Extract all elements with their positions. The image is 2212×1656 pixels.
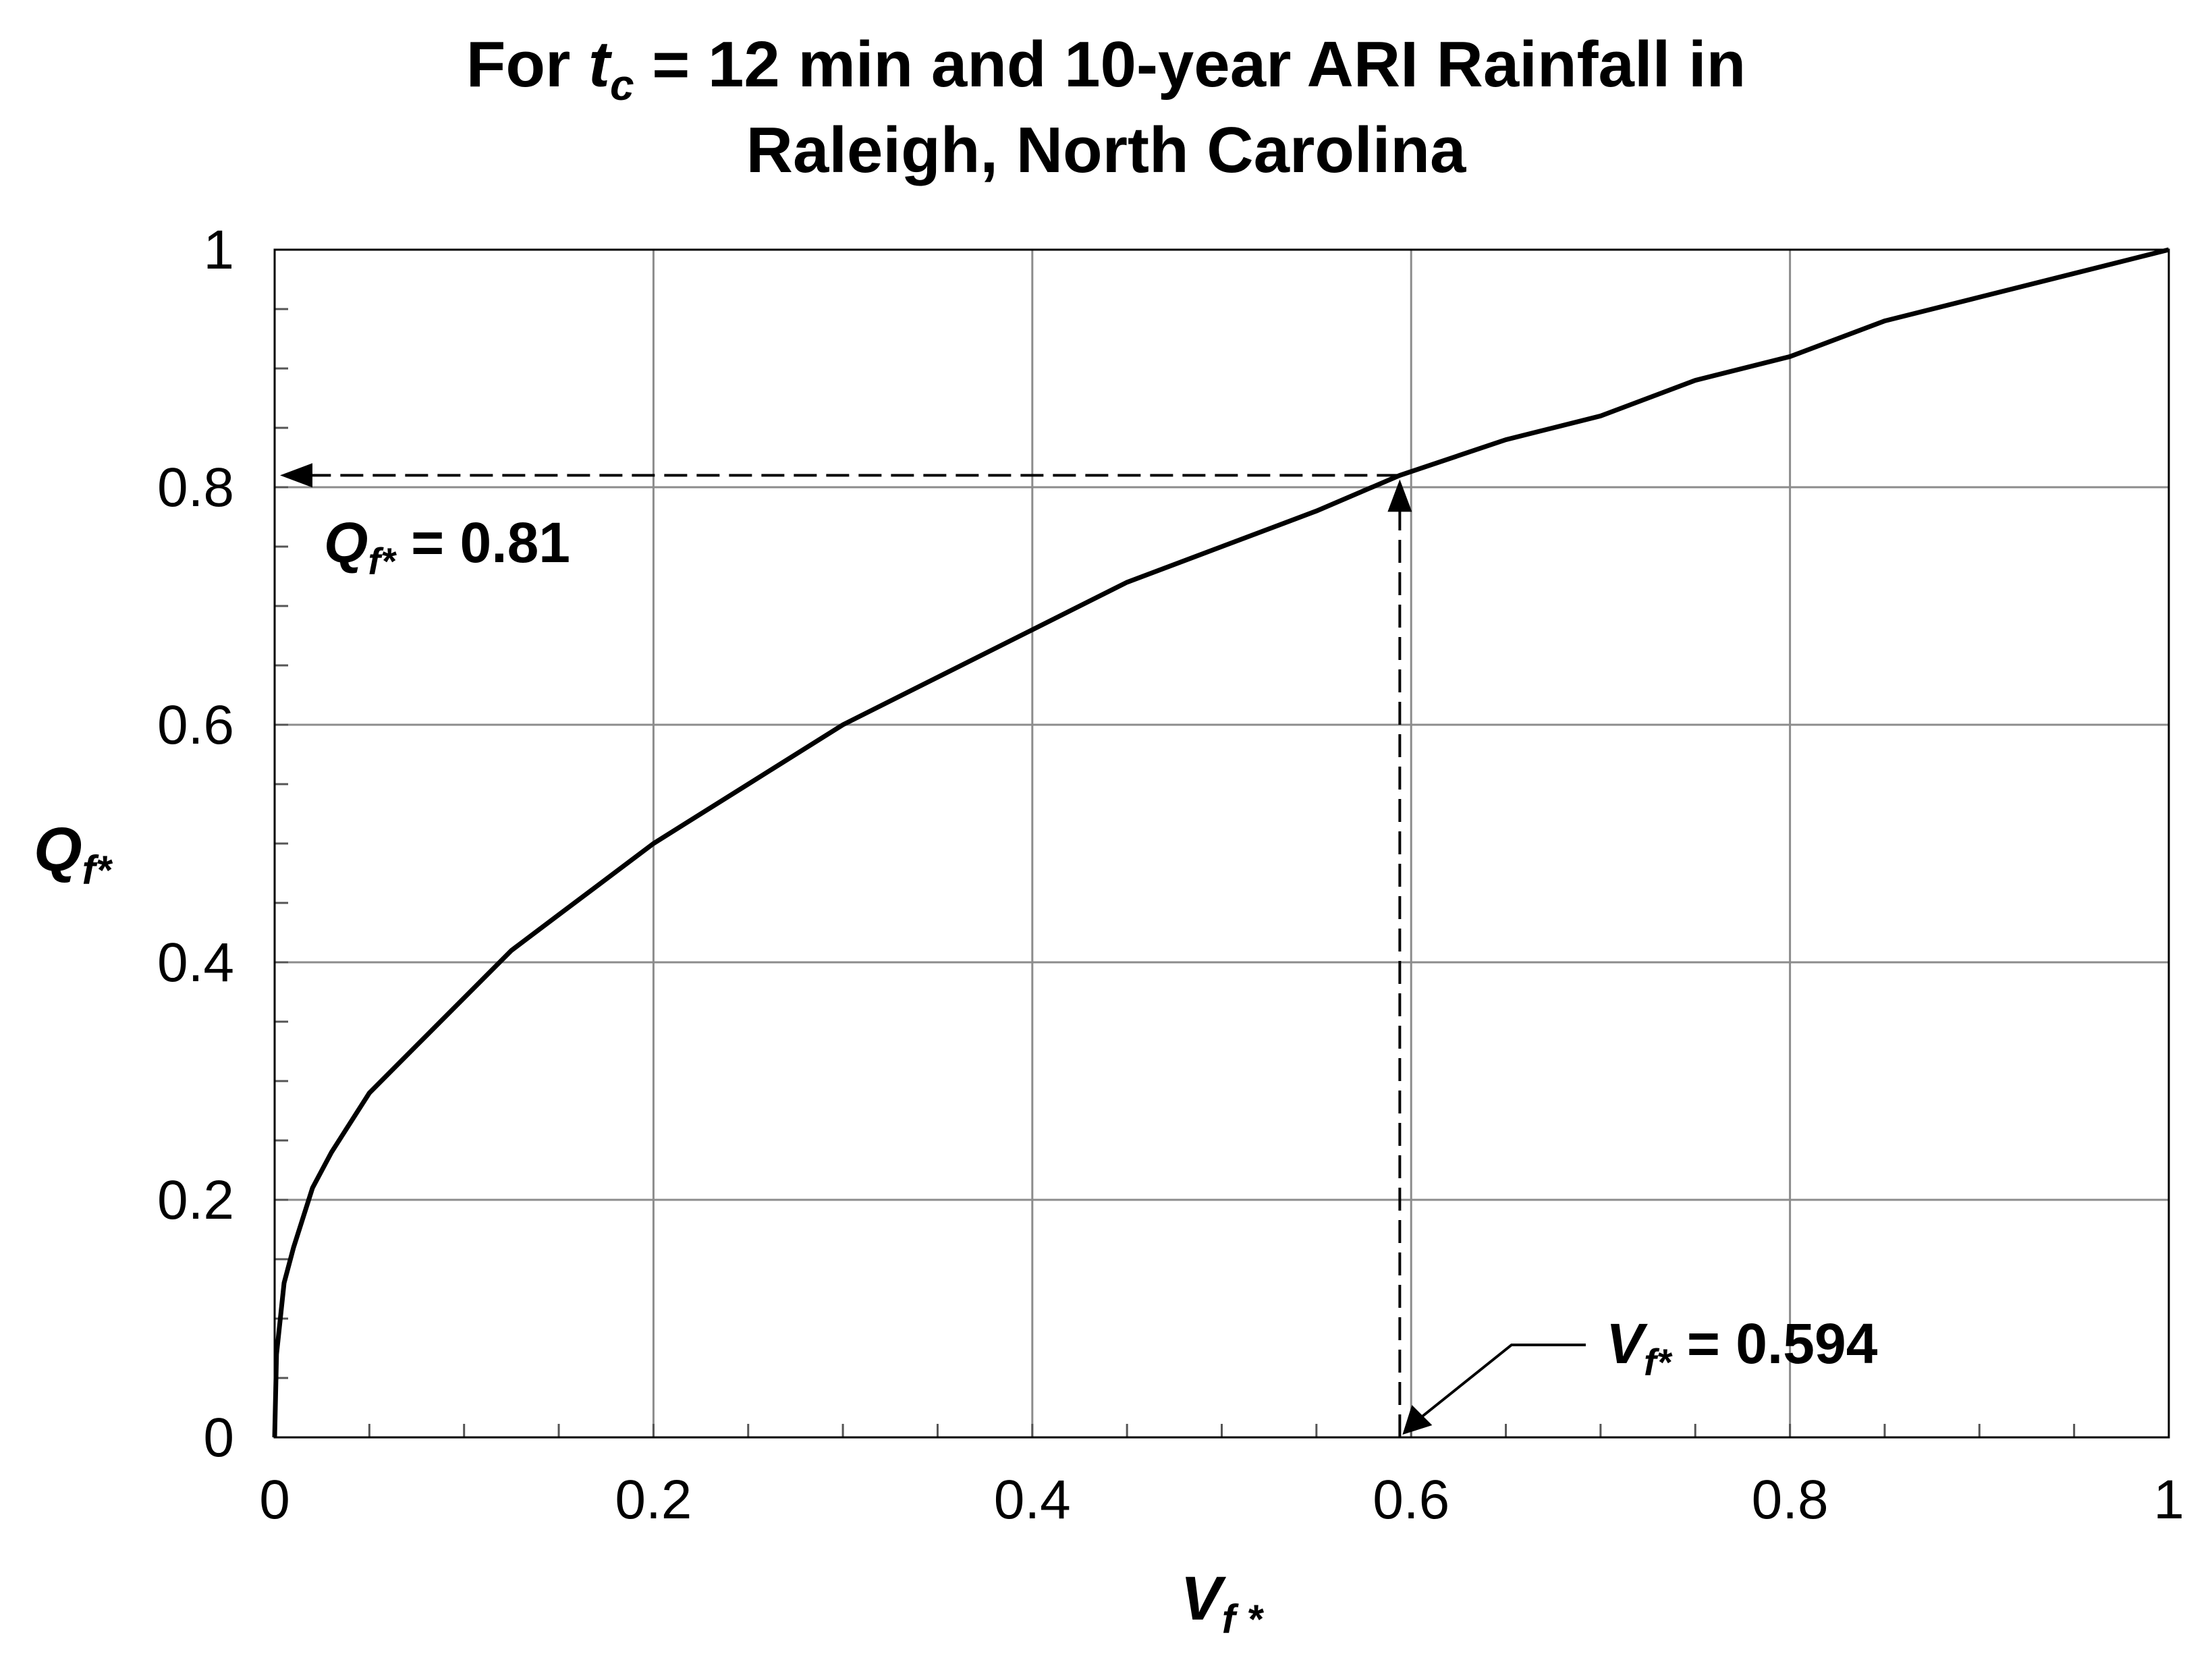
q-arrowhead — [280, 463, 312, 488]
x-tick-label: 0.4 — [994, 1469, 1071, 1530]
x-axis-label: Vf * — [1180, 1564, 1264, 1642]
x-tick-labels: 0 0.2 0.4 0.6 0.8 1 — [259, 1469, 2184, 1530]
x-tick-label: 0.2 — [615, 1469, 692, 1530]
y-tick-labels: 0 0.2 0.4 0.6 0.8 1 — [157, 219, 234, 1468]
grid — [275, 250, 2169, 1437]
y-tick-label: 0.4 — [157, 932, 234, 993]
y-tick-label: 0.8 — [157, 457, 234, 518]
y-tick-label: 0.6 — [157, 694, 234, 756]
x-tick-label: 0.8 — [1752, 1469, 1829, 1530]
x-tick-label: 0.6 — [1373, 1469, 1449, 1530]
y-axis-label: Qf* — [34, 815, 113, 893]
v-annotation: Vf* = 0.594 — [1606, 1312, 1878, 1383]
v-arrowhead — [1387, 479, 1412, 512]
series-line — [272, 247, 2169, 1438]
x-tick-label: 0 — [259, 1469, 290, 1530]
y-tick-label: 0.2 — [157, 1169, 234, 1231]
v-callout-leader — [1414, 1344, 1586, 1424]
y-tick-label: 0 — [203, 1407, 234, 1468]
plot-frame — [273, 248, 2170, 1439]
v-callout-arrowhead — [1402, 1405, 1433, 1435]
q-annotation: Qf* = 0.81 — [324, 511, 570, 582]
chart-title-line1: For tc = 12 min and 10-year ARI Rainfall… — [466, 28, 1746, 109]
x-tick-label: 1 — [2153, 1469, 2184, 1530]
chart-title-line2: Raleigh, North Carolina — [746, 114, 1466, 186]
minor-ticks — [273, 248, 2170, 1439]
y-tick-label: 1 — [203, 219, 234, 281]
